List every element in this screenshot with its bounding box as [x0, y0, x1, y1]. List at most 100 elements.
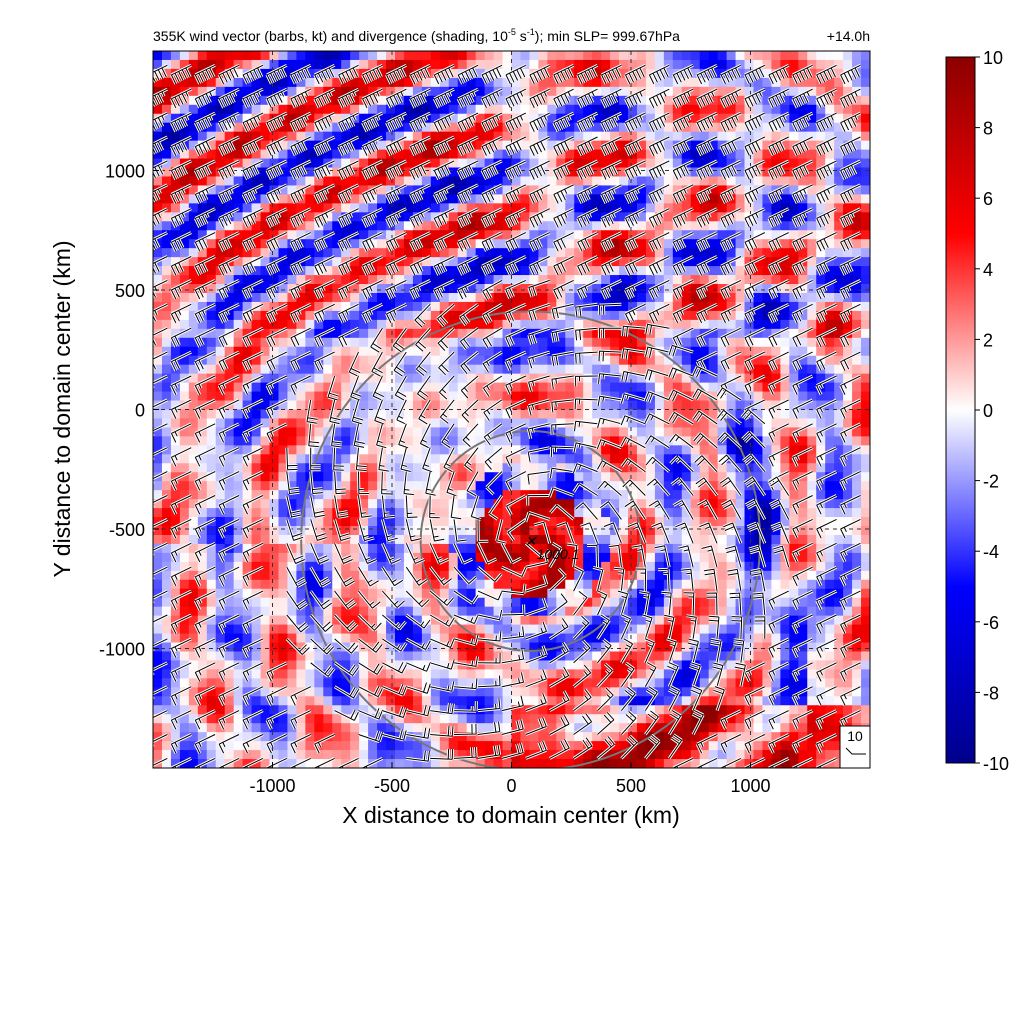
wind-barb: [170, 208, 192, 228]
wind-barb: [488, 495, 503, 520]
wind-barb: [639, 591, 650, 616]
colorbar: 10 8 6 4 2 0 -2 -4 -6 -8 -10: [945, 48, 1009, 774]
wind-barb: [314, 279, 335, 300]
wind-barb: [338, 208, 359, 228]
wind-barb: [170, 495, 192, 515]
wind-barb: [477, 519, 489, 542]
wind-barb: [460, 375, 479, 399]
wind-barb: [573, 640, 591, 664]
wind-barb: [382, 662, 408, 674]
wind-barb: [744, 279, 766, 300]
wind-barb: [792, 495, 813, 515]
wind-barb: [768, 399, 789, 419]
wind-barb: [601, 232, 622, 252]
wind-barb: [696, 184, 718, 204]
wind-barb: [648, 112, 670, 132]
wind-barb: [720, 160, 742, 180]
wind-barb: [242, 566, 264, 587]
wind-barb: [672, 279, 694, 300]
wind-barb: [290, 351, 311, 371]
wind-barb: [667, 662, 679, 687]
wind-barb: [405, 566, 428, 586]
wind-barb: [551, 327, 574, 343]
wind-barb: [792, 160, 813, 180]
wind-barb: [840, 662, 861, 682]
wind-barb: [362, 184, 383, 204]
wind-barb: [405, 543, 425, 564]
wind-barb: [218, 375, 240, 395]
wind-barb: [266, 375, 288, 395]
wind-barb: [816, 256, 837, 276]
wind-barb: [170, 471, 192, 491]
wind-barb: [306, 399, 318, 424]
wind-barb: [577, 232, 598, 252]
wind-barb: [673, 500, 694, 520]
wind-barb: [414, 303, 431, 328]
wind-barb: [501, 719, 524, 735]
wind-barb: [218, 590, 240, 610]
wind-barb: [381, 566, 404, 587]
wind-barb: [266, 232, 288, 252]
wind-barb: [597, 590, 608, 616]
y-axis-label: Y distance to domain center (km): [49, 240, 75, 577]
wind-barb: [573, 591, 588, 616]
wind-barb: [433, 112, 455, 132]
wind-barb: [358, 730, 384, 743]
wind-barb: [768, 686, 789, 706]
wind-barb: [409, 160, 431, 180]
wind-barb: [194, 64, 216, 85]
wind-barb: [840, 375, 861, 395]
x-axis-label: X distance to domain center (km): [342, 802, 679, 828]
wind-barb: [194, 112, 216, 132]
wind-barb: [505, 423, 527, 443]
wind-barb: [194, 208, 216, 228]
wind-barb: [792, 279, 813, 300]
wind-barb: [792, 757, 813, 768]
wind-barb: [194, 686, 216, 706]
wind-barb: [501, 583, 526, 595]
wind-barb: [327, 375, 340, 401]
colorbar-tick-label: 8: [983, 119, 993, 139]
wind-barb: [286, 566, 307, 587]
wind-barb: [314, 112, 335, 132]
wind-barb: [218, 208, 240, 228]
wind-barb: [575, 327, 598, 341]
wind-barb: [816, 662, 837, 682]
wind-barb: [711, 662, 724, 687]
wind-barb: [505, 160, 527, 180]
wind-barb: [840, 590, 861, 610]
wind-barb: [153, 471, 168, 485]
wind-barb: [430, 748, 454, 760]
wind-barb: [731, 616, 743, 639]
wind-barb: [482, 279, 503, 301]
wind-barb: [573, 713, 593, 735]
wind-barb: [720, 64, 742, 85]
colorbar-tick-label: -6: [983, 613, 999, 633]
wind-barb: [719, 477, 742, 496]
wind-barb: [768, 351, 789, 371]
wind-barb: [699, 522, 718, 544]
wind-barb: [464, 447, 479, 472]
wind-barb: [266, 662, 288, 682]
wind-barb: [266, 88, 288, 109]
wind-barb: [457, 112, 479, 132]
wind-barb: [290, 757, 311, 768]
wind-barb: [620, 662, 635, 687]
wind-barb: [792, 327, 813, 348]
wind-barb: [153, 232, 168, 250]
wind-barb: [613, 567, 625, 592]
wind-barb: [477, 744, 501, 759]
wind-barb: [840, 614, 861, 634]
wind-barb: [668, 686, 680, 711]
wind-barb: [386, 232, 407, 252]
wind-barb: [840, 279, 861, 300]
wind-barb: [242, 518, 264, 539]
wind-barb: [242, 112, 264, 132]
wind-barb: [696, 232, 718, 252]
wind-barb: [310, 447, 321, 471]
wind-barb: [507, 518, 527, 541]
wind-barb: [266, 256, 288, 276]
wind-barb: [266, 64, 288, 85]
wind-barb: [716, 387, 742, 401]
wind-barb: [625, 136, 646, 156]
